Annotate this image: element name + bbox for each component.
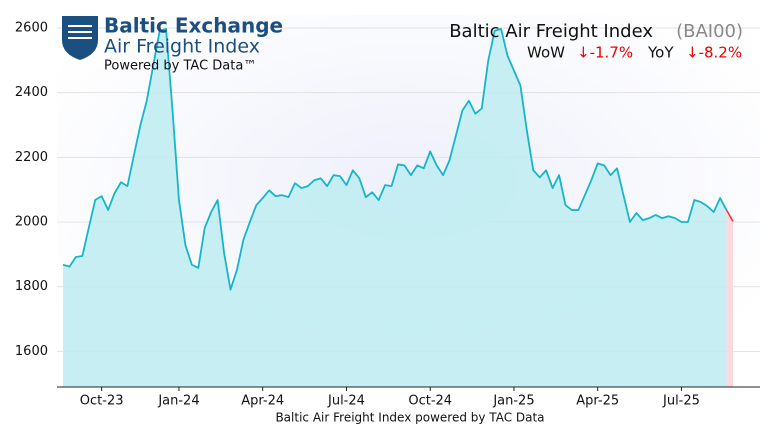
y-tick-label: 2200	[15, 150, 48, 165]
chart-title: Baltic Air Freight Index	[449, 21, 653, 42]
change-value: ↓-8.2%	[686, 44, 742, 62]
area	[63, 28, 727, 387]
logo: Baltic Exchange Air Freight Index Powere…	[62, 14, 283, 74]
x-tick-label: Apr-24	[241, 394, 284, 409]
x-tick-label: Apr-25	[576, 394, 619, 409]
change-label: YoY	[647, 44, 674, 62]
x-tick-label: Oct-24	[408, 394, 452, 409]
y-tick-label: 2600	[15, 20, 48, 35]
x-tick-label: Jan-25	[492, 394, 534, 409]
index-code: (BAI00)	[676, 21, 743, 42]
change-value: ↓-1.7%	[577, 44, 633, 62]
x-tick-label: Jul-25	[662, 394, 700, 409]
y-tick-label: 2400	[15, 85, 48, 100]
logo-name: Baltic Exchange	[104, 14, 283, 38]
x-tick-label: Jul-24	[327, 394, 365, 409]
change-label: WoW	[527, 44, 565, 62]
latest-area	[726, 210, 733, 387]
x-tick-label: Oct-23	[80, 394, 124, 409]
logo-product: Air Freight Index	[104, 36, 260, 58]
x-axis-label: Baltic Air Freight Index powered by TAC …	[275, 411, 544, 425]
logo-tagline: Powered by TAC Data™	[104, 59, 256, 74]
line	[62, 28, 728, 291]
latest-line	[725, 209, 734, 222]
y-tick-label: 1600	[15, 344, 48, 359]
y-tick-label: 1800	[15, 279, 48, 294]
x-tick-label: Jan-24	[157, 394, 199, 409]
y-tick-label: 2000	[15, 215, 48, 230]
